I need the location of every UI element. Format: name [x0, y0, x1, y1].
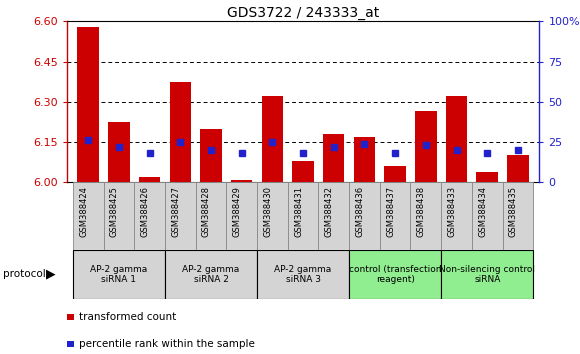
Bar: [134, 182, 165, 250]
Bar: [385, 166, 406, 182]
Bar: [415, 111, 437, 182]
Bar: [441, 182, 472, 250]
Text: GSM388431: GSM388431: [294, 185, 303, 237]
Text: GSM388424: GSM388424: [79, 185, 88, 236]
Bar: [78, 27, 99, 182]
Bar: [477, 172, 498, 182]
Text: GSM388437: GSM388437: [386, 185, 395, 237]
Bar: [502, 182, 533, 250]
Text: GSM388432: GSM388432: [325, 185, 333, 237]
Bar: [257, 250, 349, 299]
Text: percentile rank within the sample: percentile rank within the sample: [79, 339, 255, 349]
Bar: [507, 155, 528, 182]
Bar: [318, 182, 349, 250]
Text: GSM388435: GSM388435: [509, 185, 518, 237]
Text: GSM388438: GSM388438: [417, 185, 426, 237]
Text: transformed count: transformed count: [79, 312, 177, 322]
Bar: [169, 82, 191, 182]
Text: AP-2 gamma
siRNA 2: AP-2 gamma siRNA 2: [182, 265, 240, 284]
Bar: [73, 250, 165, 299]
Bar: [165, 250, 257, 299]
Bar: [226, 182, 257, 250]
Text: GSM388430: GSM388430: [263, 185, 273, 237]
Bar: [354, 137, 375, 182]
Bar: [73, 182, 104, 250]
Bar: [446, 96, 467, 182]
Bar: [139, 177, 160, 182]
Text: GSM388429: GSM388429: [233, 185, 242, 236]
Bar: [108, 122, 129, 182]
Bar: [472, 182, 502, 250]
Text: Non-silencing control
siRNA: Non-silencing control siRNA: [439, 265, 535, 284]
Text: GSM388436: GSM388436: [356, 185, 364, 237]
Bar: [257, 182, 288, 250]
Text: AP-2 gamma
siRNA 1: AP-2 gamma siRNA 1: [90, 265, 147, 284]
Bar: [104, 182, 134, 250]
Bar: [292, 161, 314, 182]
Text: protocol: protocol: [3, 269, 46, 279]
Bar: [195, 182, 226, 250]
Bar: [288, 182, 318, 250]
Bar: [411, 182, 441, 250]
Bar: [380, 182, 411, 250]
Bar: [165, 182, 195, 250]
Bar: [349, 250, 441, 299]
Text: GSM388434: GSM388434: [478, 185, 487, 237]
Bar: [349, 182, 380, 250]
Text: GSM388433: GSM388433: [448, 185, 456, 237]
Text: GSM388426: GSM388426: [140, 185, 150, 237]
Bar: [441, 250, 533, 299]
Title: GDS3722 / 243333_at: GDS3722 / 243333_at: [227, 6, 379, 20]
Bar: [323, 134, 345, 182]
Bar: [231, 179, 252, 182]
Bar: [200, 129, 222, 182]
Text: AP-2 gamma
siRNA 3: AP-2 gamma siRNA 3: [274, 265, 332, 284]
Text: GSM388428: GSM388428: [202, 185, 211, 237]
Text: GSM388427: GSM388427: [171, 185, 180, 237]
Text: ▶: ▶: [46, 268, 56, 281]
Text: GSM388425: GSM388425: [110, 185, 119, 236]
Text: control (transfection
reagent): control (transfection reagent): [349, 265, 441, 284]
Bar: [262, 96, 283, 182]
